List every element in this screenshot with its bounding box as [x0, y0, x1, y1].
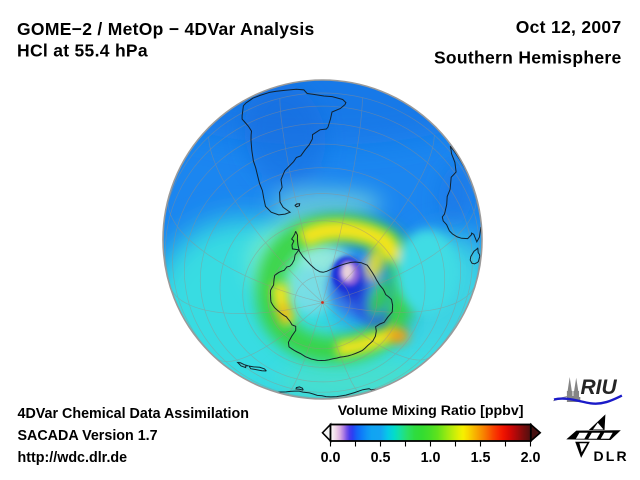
svg-text:Oct 12, 2007: Oct 12, 2007	[516, 17, 622, 37]
svg-text:1.5: 1.5	[471, 450, 491, 466]
svg-text:0.5: 0.5	[371, 450, 391, 466]
svg-text:0.0: 0.0	[321, 450, 341, 466]
svg-text:Southern Hemisphere: Southern Hemisphere	[434, 47, 622, 67]
svg-text:2.0: 2.0	[521, 450, 541, 466]
svg-text:4DVar Chemical Data Assimilati: 4DVar Chemical Data Assimilation	[18, 406, 250, 422]
svg-text:GOME−2 / MetOp − 4DVar Analysi: GOME−2 / MetOp − 4DVar Analysis	[17, 19, 315, 39]
svg-text:http://wdc.dlr.de: http://wdc.dlr.de	[18, 450, 128, 466]
svg-text:HCl at 55.4 hPa: HCl at 55.4 hPa	[17, 41, 148, 61]
svg-text:SACADA Version 1.7: SACADA Version 1.7	[18, 428, 158, 444]
svg-text:RIU: RIU	[581, 376, 618, 399]
svg-text:DLR: DLR	[594, 448, 629, 464]
svg-text:Volume Mixing Ratio [ppbv]: Volume Mixing Ratio [ppbv]	[338, 403, 524, 419]
svg-text:1.0: 1.0	[421, 450, 441, 466]
